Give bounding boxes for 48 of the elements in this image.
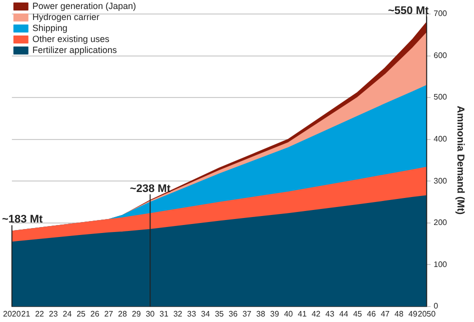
x-tick-label: 21 (21, 309, 31, 318)
x-tick-label: 34 (200, 309, 210, 318)
x-tick-label: 29 (132, 309, 142, 318)
y-tick-label: 200 (434, 218, 448, 228)
x-tick-label: 43 (325, 309, 335, 318)
x-tick-label: 36 (228, 309, 238, 318)
x-tick-label: 22 (35, 309, 45, 318)
legend-label: Other existing uses (32, 34, 110, 44)
x-tick-label: 41 (298, 309, 308, 318)
x-tick-label: 26 (90, 309, 100, 318)
y-tick-label: 0 (434, 302, 439, 311)
x-tick-label: 49 (408, 309, 418, 318)
annotation: ~183 Mt (2, 214, 43, 226)
x-tick-label: 42 (312, 309, 322, 318)
x-tick-label: 45 (353, 309, 363, 318)
x-tick-label: 2020 (3, 309, 22, 318)
x-tick-label: 28 (118, 309, 128, 318)
x-tick-label: 44 (339, 309, 349, 318)
annotation: ~238 Mt (130, 182, 171, 195)
legend-label: Power generation (Japan) (32, 0, 136, 11)
x-tick-label: 31 (160, 309, 169, 318)
y-tick-label: 400 (434, 134, 448, 144)
x-tick-label: 23 (48, 309, 58, 318)
x-tick-label: 25 (76, 309, 86, 318)
y-tick-label: 500 (434, 92, 448, 102)
x-tick-label: 33 (187, 309, 197, 318)
x-tick-label: 38 (256, 309, 266, 318)
x-tick-label: 47 (380, 309, 390, 318)
annotation: ~550 Mt (388, 4, 429, 17)
x-tick-label: 37 (242, 309, 252, 318)
legend-label: Hydrogen carrier (32, 12, 100, 22)
y-tick-label: 600 (434, 50, 448, 60)
x-tick-label: 39 (270, 309, 280, 318)
x-tick-label: 35 (214, 309, 224, 318)
x-tick-label: 32 (173, 309, 183, 318)
x-tick-label: 46 (366, 309, 376, 318)
legend-label: Fertilizer applications (32, 44, 118, 55)
x-tick-label: 30 (146, 309, 156, 318)
x-tick-label: 2050 (418, 309, 436, 318)
y-tick-label: 700 (434, 9, 448, 18)
y-axis-title: Ammonia Demand (Mt) (454, 106, 466, 215)
x-tick-label: 48 (394, 309, 404, 318)
x-tick-label: 40 (284, 309, 294, 318)
y-tick-label: 300 (434, 176, 448, 186)
y-tick-label: 100 (434, 260, 448, 269)
x-tick-label: 27 (104, 309, 114, 318)
legend-label: Shipping (32, 22, 68, 33)
x-tick-label: 24 (62, 309, 72, 318)
